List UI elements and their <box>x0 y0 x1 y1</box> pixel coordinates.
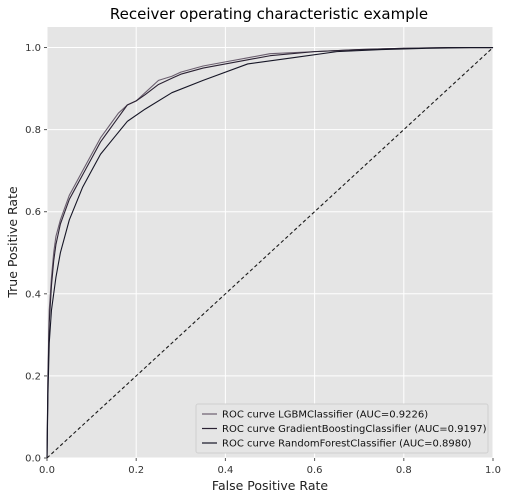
x-tick-label: 0.4 <box>217 465 233 476</box>
series-line-3 <box>46 46 493 459</box>
legend-entry-3: ROC curve RandomForestClassifier (AUC=0.… <box>222 439 472 450</box>
x-axis-label: False Positive Rate <box>212 478 328 493</box>
y-tick-label: 0.6 <box>25 207 41 218</box>
chart-title: Receiver operating characteristic exampl… <box>110 5 428 23</box>
series-line-1 <box>46 46 493 459</box>
reference-line-layer <box>46 47 494 459</box>
y-tick-label: 0.0 <box>25 454 41 465</box>
x-tick-label: 1.0 <box>485 465 501 476</box>
y-tick-label: 1.0 <box>25 43 41 54</box>
legend-box <box>195 403 489 454</box>
legend-entry-1: ROC curve LGBMClassifier (AUC=0.9226) <box>222 410 428 421</box>
series-layer <box>46 46 493 459</box>
legend: ROC curve LGBMClassifier (AUC=0.9226) ROC… <box>195 403 489 454</box>
gridlines <box>46 27 494 459</box>
x-tick-label: 0.0 <box>39 465 55 476</box>
x-tick-label: 0.8 <box>396 465 412 476</box>
y-axis-label: True Positive Rate <box>5 186 20 299</box>
legend-entry-2: ROC curve GradientBoostingClassifier (AU… <box>222 424 487 435</box>
y-tick-label: 0.8 <box>25 125 41 136</box>
x-axis-ticks: 0.0 0.2 0.4 0.6 0.8 1.0 <box>39 458 501 476</box>
plot-area <box>47 27 493 458</box>
x-tick-label: 0.6 <box>307 465 323 476</box>
series-line-2 <box>46 46 493 459</box>
y-tick-label: 0.4 <box>25 289 41 300</box>
reference-diagonal-line <box>46 47 494 459</box>
y-tick-label: 0.2 <box>25 371 41 382</box>
y-axis-ticks: 0.0 0.2 0.4 0.6 0.8 1.0 <box>25 43 47 465</box>
x-tick-label: 0.2 <box>128 465 144 476</box>
